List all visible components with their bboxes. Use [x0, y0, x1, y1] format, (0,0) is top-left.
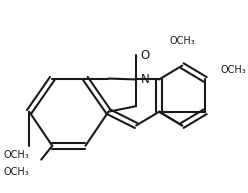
Text: N: N — [141, 73, 150, 86]
Text: OCH₃: OCH₃ — [3, 150, 29, 160]
Text: OCH₃: OCH₃ — [221, 65, 247, 75]
Text: OCH₃: OCH₃ — [169, 36, 195, 46]
Text: O: O — [141, 49, 150, 62]
Text: OCH₃: OCH₃ — [3, 167, 29, 177]
